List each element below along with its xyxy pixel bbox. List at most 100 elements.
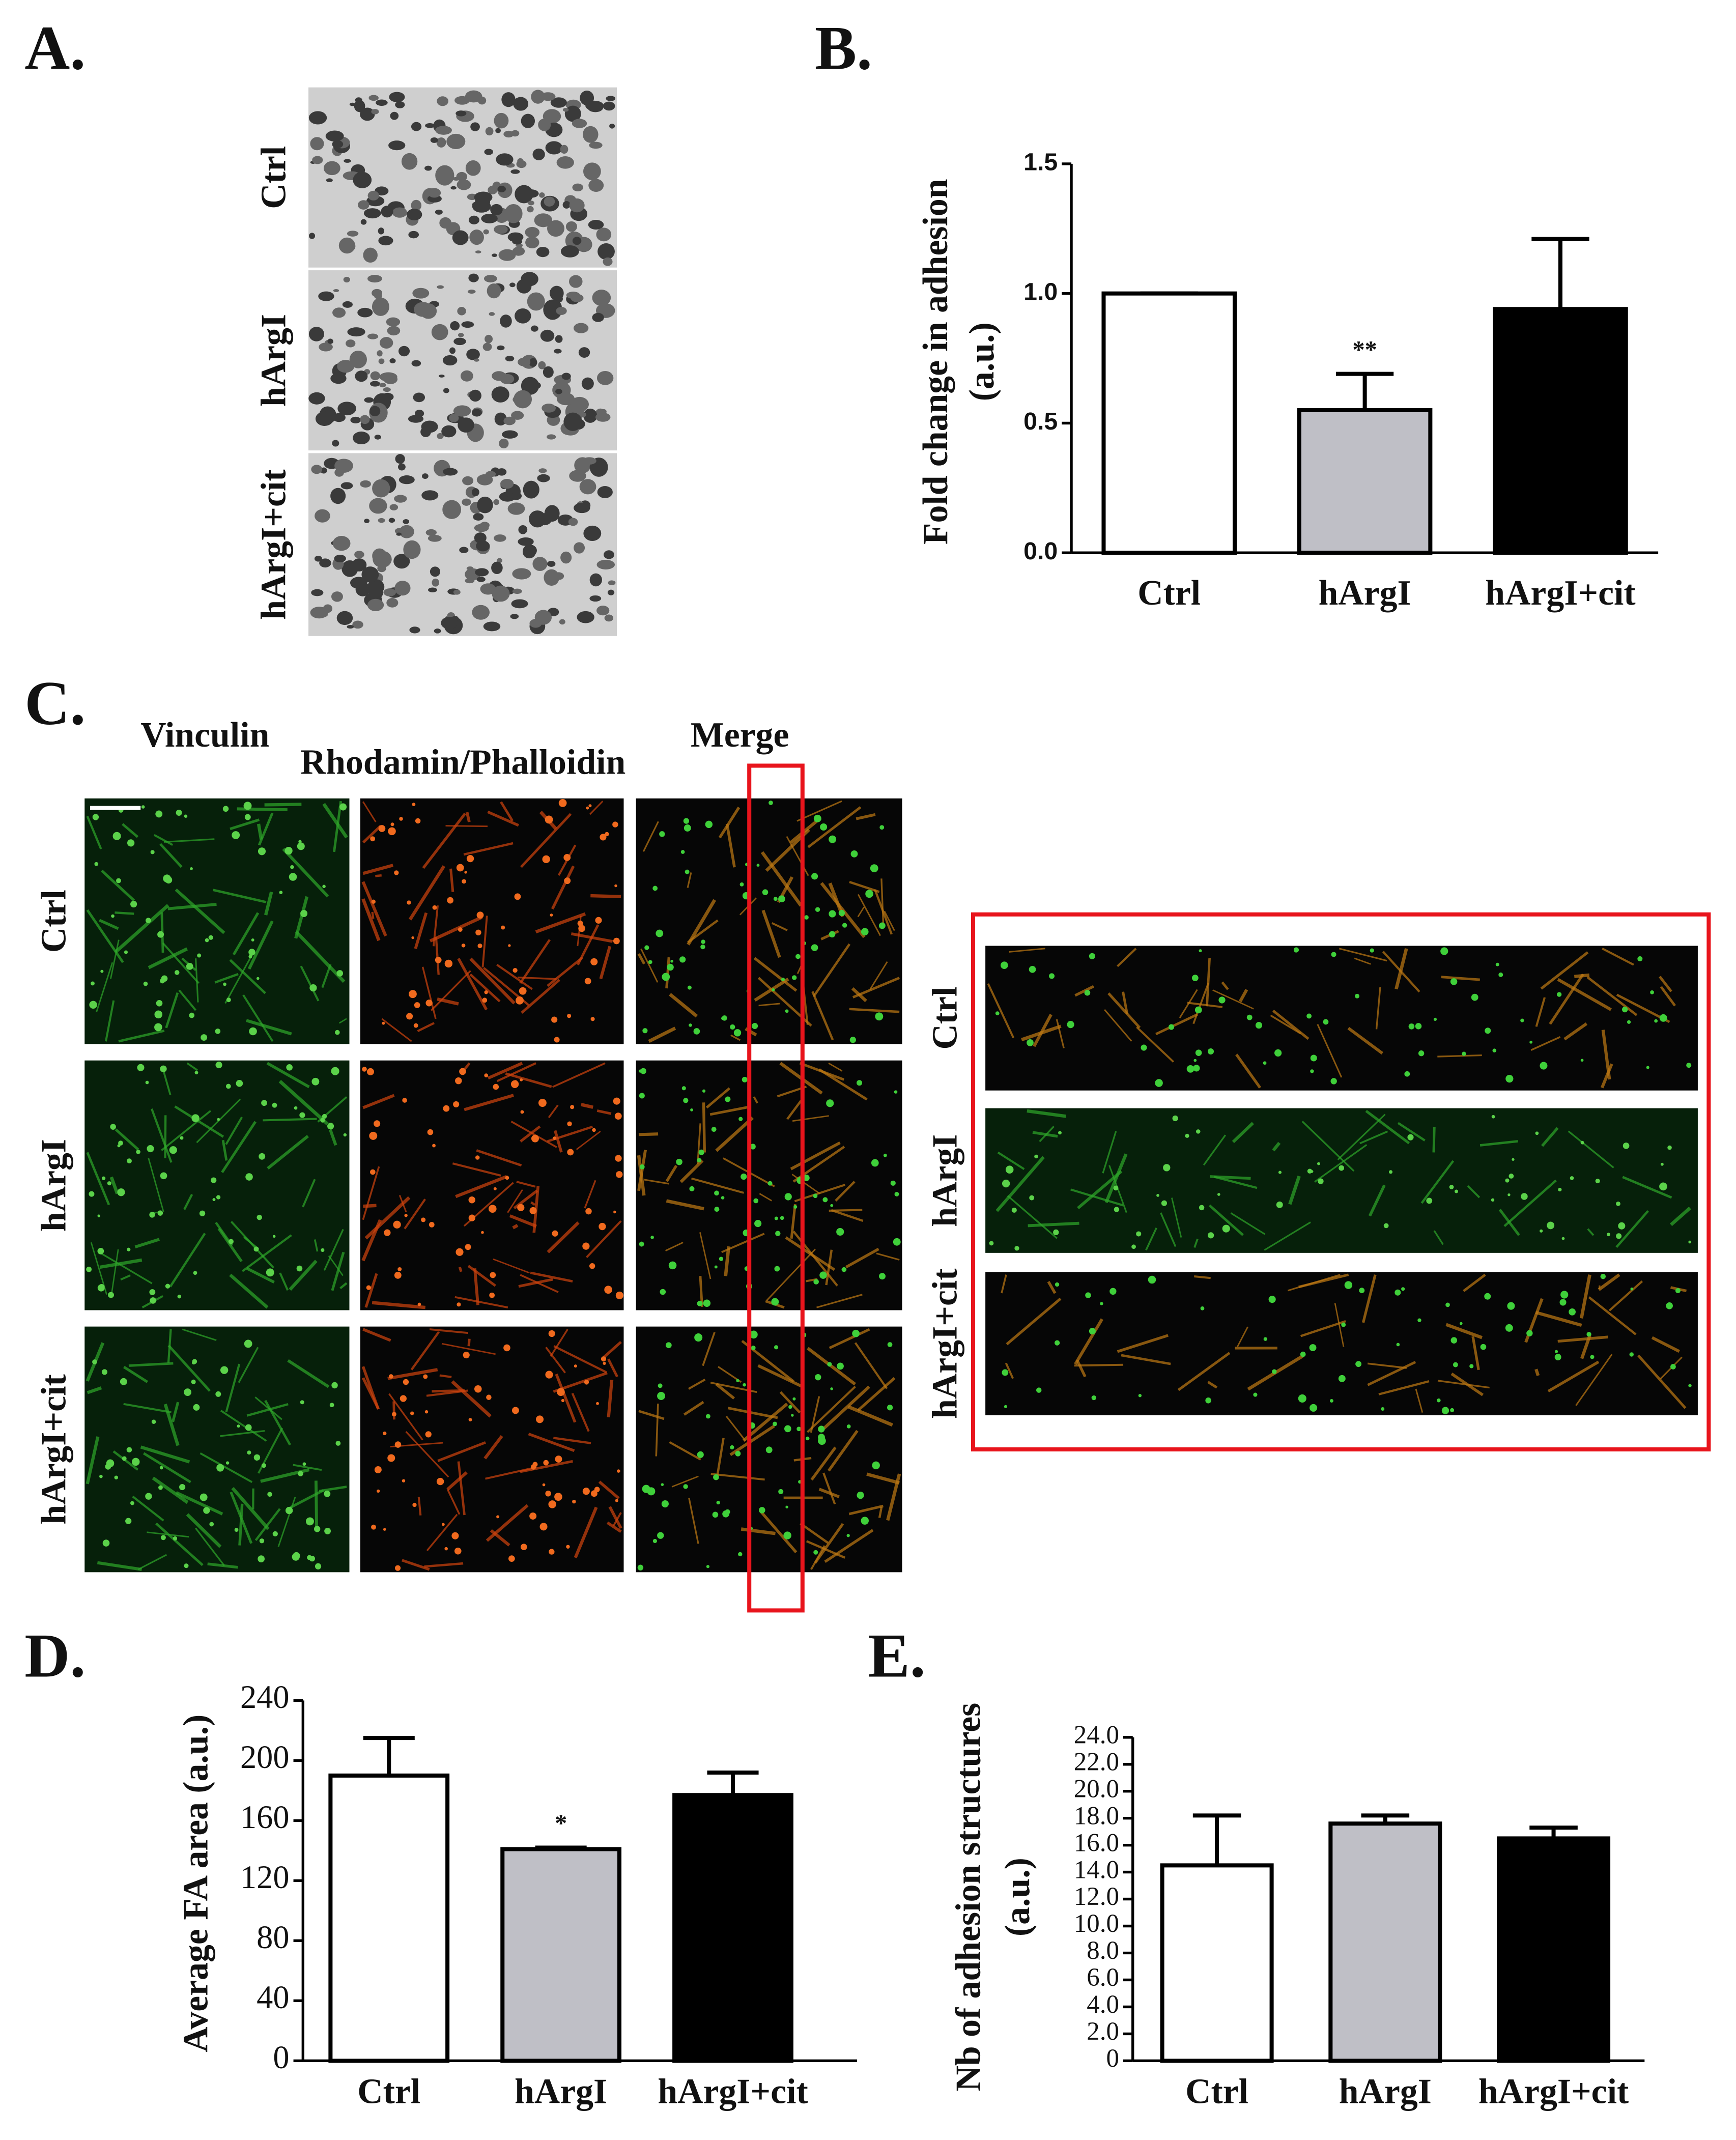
cell bbox=[453, 337, 466, 346]
fiber bbox=[128, 1362, 174, 1367]
spot bbox=[391, 1412, 396, 1417]
spot bbox=[211, 1177, 217, 1183]
cell bbox=[414, 410, 424, 417]
spot bbox=[141, 805, 145, 809]
spot bbox=[830, 1204, 834, 1207]
cell bbox=[347, 327, 365, 337]
spot bbox=[362, 1067, 367, 1072]
spot bbox=[424, 1410, 429, 1414]
fiber bbox=[1574, 973, 1590, 979]
fiber bbox=[753, 957, 798, 992]
spot bbox=[700, 944, 705, 950]
cell bbox=[510, 614, 519, 619]
fiber bbox=[1339, 948, 1387, 962]
cell bbox=[518, 525, 528, 534]
cell bbox=[388, 518, 395, 523]
fiber bbox=[535, 912, 586, 934]
spot bbox=[1449, 1185, 1454, 1189]
fiber bbox=[812, 943, 851, 997]
spot bbox=[247, 1450, 251, 1455]
cell bbox=[538, 118, 551, 131]
spot bbox=[1688, 1240, 1692, 1244]
fiber bbox=[671, 1475, 699, 1488]
cell bbox=[491, 561, 503, 574]
spot bbox=[382, 1021, 385, 1025]
spot bbox=[335, 1030, 340, 1035]
spot bbox=[714, 1190, 719, 1196]
fiber bbox=[637, 953, 646, 965]
fiber bbox=[247, 920, 274, 970]
spot bbox=[1554, 1354, 1561, 1361]
y-tick-label: 20.0 bbox=[1074, 1775, 1119, 1803]
spot bbox=[614, 1112, 622, 1120]
x-tick-label: hArgI+cit bbox=[658, 2072, 808, 2111]
spot bbox=[657, 1392, 666, 1400]
cell bbox=[367, 274, 382, 283]
spot bbox=[425, 1431, 432, 1438]
fiber bbox=[96, 962, 113, 1013]
spot bbox=[1512, 1158, 1515, 1161]
micrograph bbox=[84, 1326, 350, 1573]
cell bbox=[339, 239, 356, 253]
fiber bbox=[257, 823, 263, 840]
spot bbox=[468, 1418, 472, 1422]
spot bbox=[1049, 973, 1055, 979]
fiber bbox=[1354, 957, 1371, 965]
spot bbox=[1462, 1051, 1466, 1056]
fiber bbox=[1395, 948, 1408, 990]
spot bbox=[1618, 1222, 1626, 1230]
spot bbox=[870, 864, 878, 873]
cell bbox=[360, 415, 370, 424]
spot bbox=[249, 1027, 257, 1036]
spot bbox=[307, 1555, 312, 1560]
spot bbox=[679, 956, 686, 963]
spot bbox=[461, 944, 466, 948]
cell bbox=[521, 113, 535, 128]
spot bbox=[1222, 1224, 1230, 1233]
spot bbox=[861, 1517, 869, 1525]
spot bbox=[639, 1093, 645, 1099]
cell bbox=[492, 253, 498, 257]
fiber bbox=[757, 1364, 802, 1388]
row-label: Nb of adhesion structures bbox=[949, 1703, 988, 2092]
fiber bbox=[818, 1488, 840, 1498]
fiber bbox=[1194, 1275, 1211, 1279]
spot bbox=[1455, 1189, 1459, 1193]
spot bbox=[197, 953, 202, 958]
fiber bbox=[1270, 1014, 1301, 1035]
fiber bbox=[811, 991, 834, 1041]
spot bbox=[425, 1000, 433, 1007]
spot bbox=[574, 1364, 577, 1368]
fiber bbox=[266, 1062, 310, 1089]
spot bbox=[857, 1492, 864, 1499]
spot bbox=[1569, 1308, 1576, 1316]
y-tick-label: 240 bbox=[240, 1679, 290, 1715]
fiber bbox=[333, 801, 343, 852]
fiber bbox=[1203, 1134, 1227, 1166]
fiber bbox=[1102, 1131, 1117, 1174]
spot bbox=[1529, 1040, 1533, 1044]
spot bbox=[1199, 1205, 1205, 1211]
fiber bbox=[137, 1554, 167, 1571]
spot bbox=[1344, 1281, 1353, 1289]
cell bbox=[544, 505, 560, 522]
spot bbox=[329, 1403, 334, 1408]
cell bbox=[354, 551, 364, 559]
fiber bbox=[1608, 1280, 1643, 1311]
spot bbox=[613, 937, 620, 945]
spot bbox=[366, 1285, 372, 1290]
spot bbox=[244, 1339, 252, 1348]
fiber bbox=[829, 1328, 870, 1349]
spot bbox=[842, 923, 847, 928]
spot bbox=[1600, 1273, 1606, 1279]
spot bbox=[105, 1464, 111, 1470]
fiber bbox=[424, 1562, 464, 1568]
cell bbox=[441, 617, 458, 630]
cell bbox=[327, 338, 333, 344]
row-label: hArgI+cit bbox=[35, 1374, 74, 1524]
fiber bbox=[464, 1094, 514, 1111]
fiber bbox=[1235, 1053, 1262, 1089]
spot bbox=[1306, 1013, 1312, 1019]
cell bbox=[603, 257, 613, 266]
spot bbox=[1580, 1059, 1584, 1062]
